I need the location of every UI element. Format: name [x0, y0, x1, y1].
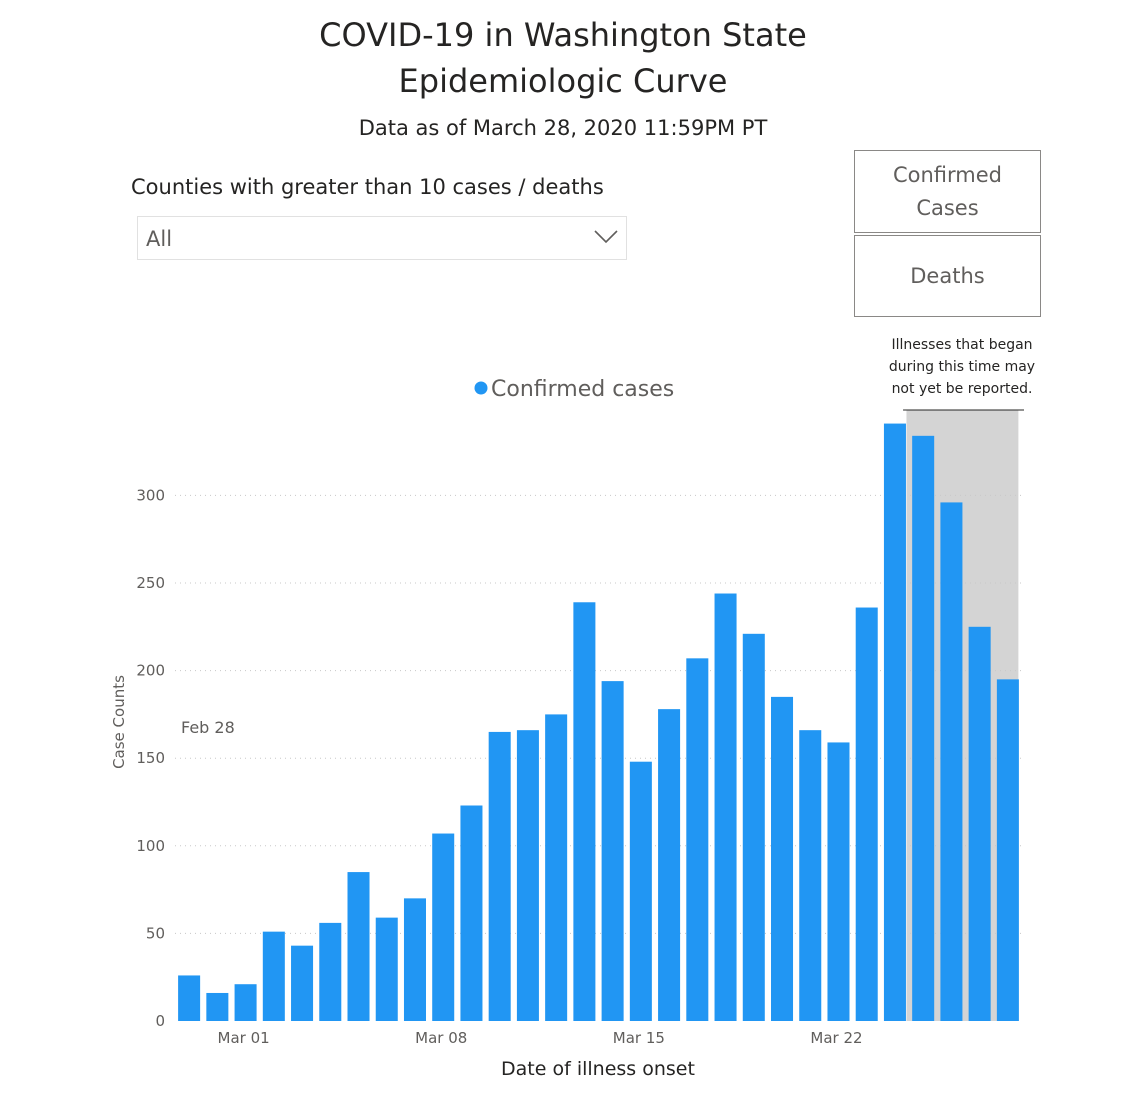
y-tick-label: 200: [136, 662, 165, 680]
y-tick-label: 300: [136, 486, 165, 504]
bar-mar-19: [742, 633, 765, 1021]
bar-mar-04: [319, 922, 342, 1021]
legend-label: Confirmed cases: [491, 377, 674, 402]
x-tick-label: Mar 15: [613, 1029, 665, 1047]
x-tick-label: Mar 08: [415, 1029, 467, 1047]
bar-mar-05: [347, 872, 370, 1021]
y-axis-title: Case Counts: [110, 675, 128, 769]
confirmed-cases-label: Confirmed Cases: [892, 162, 1003, 220]
bar-mar-07: [403, 898, 426, 1021]
county-filter-label: Counties with greater than 10 cases / de…: [131, 175, 604, 199]
bar-mar-03: [291, 945, 314, 1021]
bar-mar-25: [912, 435, 935, 1021]
confirmed-cases-button[interactable]: Confirmed Cases: [854, 150, 1041, 233]
annotation-line: during this time may: [889, 359, 1035, 375]
bar-mar-06: [375, 917, 398, 1021]
y-tick-label: 100: [136, 837, 165, 855]
bar-mar-08: [432, 833, 455, 1021]
data-as-of-text: Data as of March 28, 2020 11:59PM PT: [358, 116, 768, 140]
bar-mar-09: [460, 805, 483, 1021]
county-filter-dropdown[interactable]: All: [137, 216, 627, 260]
bar-mar-28: [996, 679, 1019, 1021]
bar-mar-12: [545, 714, 568, 1021]
bar-mar-18: [714, 593, 737, 1021]
bar-mar-20: [771, 696, 794, 1021]
bar-mar-17: [686, 658, 709, 1021]
bar-mar-14: [601, 681, 624, 1021]
x-axis-title: Date of illness onset: [501, 1058, 695, 1080]
page-title: COVID-19 in Washington State: [319, 16, 807, 54]
bar-mar-27: [968, 626, 991, 1021]
bar-mar-26: [940, 502, 963, 1022]
y-tick-label: 250: [136, 574, 165, 592]
annotation-line: not yet be reported.: [892, 381, 1033, 397]
bar-mar-11: [516, 730, 539, 1021]
bar-mar-23: [855, 607, 878, 1021]
bar-mar-15: [629, 761, 652, 1021]
bar-feb-28: [178, 975, 201, 1021]
bar-mar-22: [827, 742, 850, 1021]
x-tick-label: Mar 01: [218, 1029, 270, 1047]
deaths-button[interactable]: Deaths: [854, 235, 1041, 317]
y-tick-label: 150: [136, 749, 165, 767]
deaths-label: Deaths: [910, 263, 985, 288]
y-tick-label: 50: [146, 924, 165, 942]
bar-mar-01: [234, 984, 257, 1021]
annotation-line: Illnesses that began: [891, 337, 1032, 353]
bar-mar-13: [573, 602, 596, 1021]
first-date-label: Feb 28: [181, 718, 235, 737]
y-tick-label: 0: [155, 1012, 165, 1030]
chevron-down-icon: [594, 230, 618, 244]
x-tick-label: Mar 22: [810, 1029, 862, 1047]
bar-mar-10: [488, 731, 511, 1021]
legend-marker: [474, 381, 488, 395]
county-filter-selected: All: [146, 227, 173, 251]
bar-mar-02: [262, 931, 285, 1021]
bar-mar-21: [799, 730, 822, 1021]
bar-mar-24: [883, 423, 906, 1021]
bar-feb-29: [206, 992, 229, 1021]
bar-mar-16: [658, 709, 681, 1021]
page-subtitle: Epidemiologic Curve: [398, 62, 728, 100]
